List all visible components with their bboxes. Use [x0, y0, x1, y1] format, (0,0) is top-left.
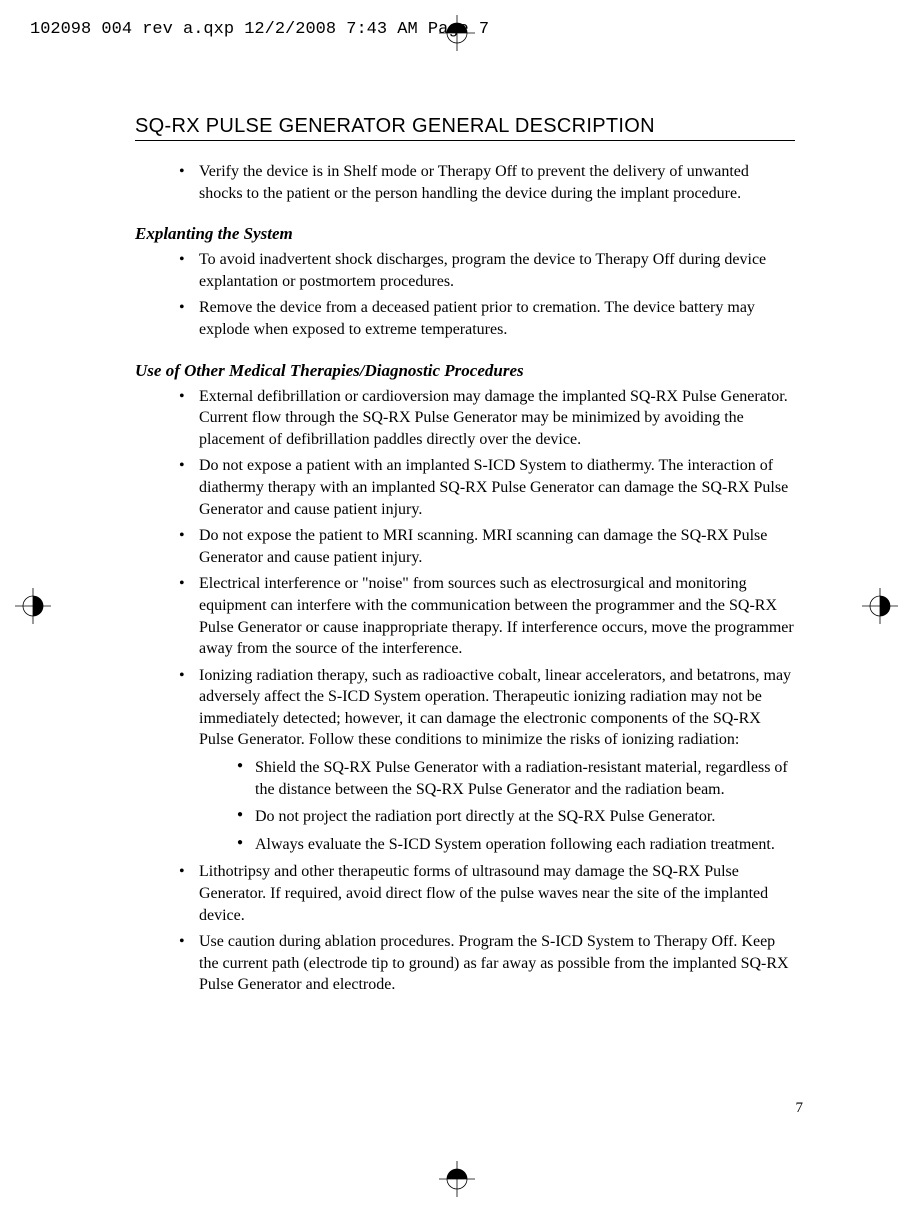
radiation-sub-list: Shield the SQ-RX Pulse Generator with a … [199, 757, 795, 855]
list-item: Use caution during ablation procedures. … [179, 931, 795, 996]
subsection-title: Explanting the System [135, 224, 795, 244]
crop-mark-bottom [439, 1161, 475, 1197]
list-item: Do not expose the patient to MRI scannin… [179, 525, 795, 568]
print-header-meta: 102098 004 rev a.qxp 12/2/2008 7:43 AM P… [30, 20, 489, 39]
list-item: To avoid inadvertent shock discharges, p… [179, 249, 795, 292]
explanting-bullet-list: To avoid inadvertent shock discharges, p… [135, 249, 795, 340]
section-title: SQ-RX PULSE GENERATOR GENERAL DESCRIPTIO… [135, 115, 795, 141]
crop-mark-top [439, 15, 475, 51]
list-item-text: Ionizing radiation therapy, such as radi… [199, 667, 791, 749]
crop-mark-left [15, 588, 51, 624]
sub-list-item: Do not project the radiation port direct… [237, 806, 795, 828]
intro-bullet-list: Verify the device is in Shelf mode or Th… [135, 161, 795, 204]
list-item: Do not expose a patient with an implante… [179, 455, 795, 520]
list-item: Remove the device from a deceased patien… [179, 297, 795, 340]
page-content: SQ-RX PULSE GENERATOR GENERAL DESCRIPTIO… [135, 115, 795, 1001]
sub-list-item: Shield the SQ-RX Pulse Generator with a … [237, 757, 795, 800]
list-item: External defibrillation or cardioversion… [179, 386, 795, 451]
crop-mark-right [862, 588, 898, 624]
list-item: Verify the device is in Shelf mode or Th… [179, 161, 795, 204]
list-item: Lithotripsy and other therapeutic forms … [179, 861, 795, 926]
subsection-title: Use of Other Medical Therapies/Diagnosti… [135, 361, 795, 381]
list-item: Ionizing radiation therapy, such as radi… [179, 665, 795, 856]
therapies-bullet-list: External defibrillation or cardioversion… [135, 386, 795, 996]
page-number: 7 [796, 1100, 804, 1117]
list-item: Electrical interference or "noise" from … [179, 573, 795, 659]
sub-list-item: Always evaluate the S-ICD System operati… [237, 834, 795, 856]
